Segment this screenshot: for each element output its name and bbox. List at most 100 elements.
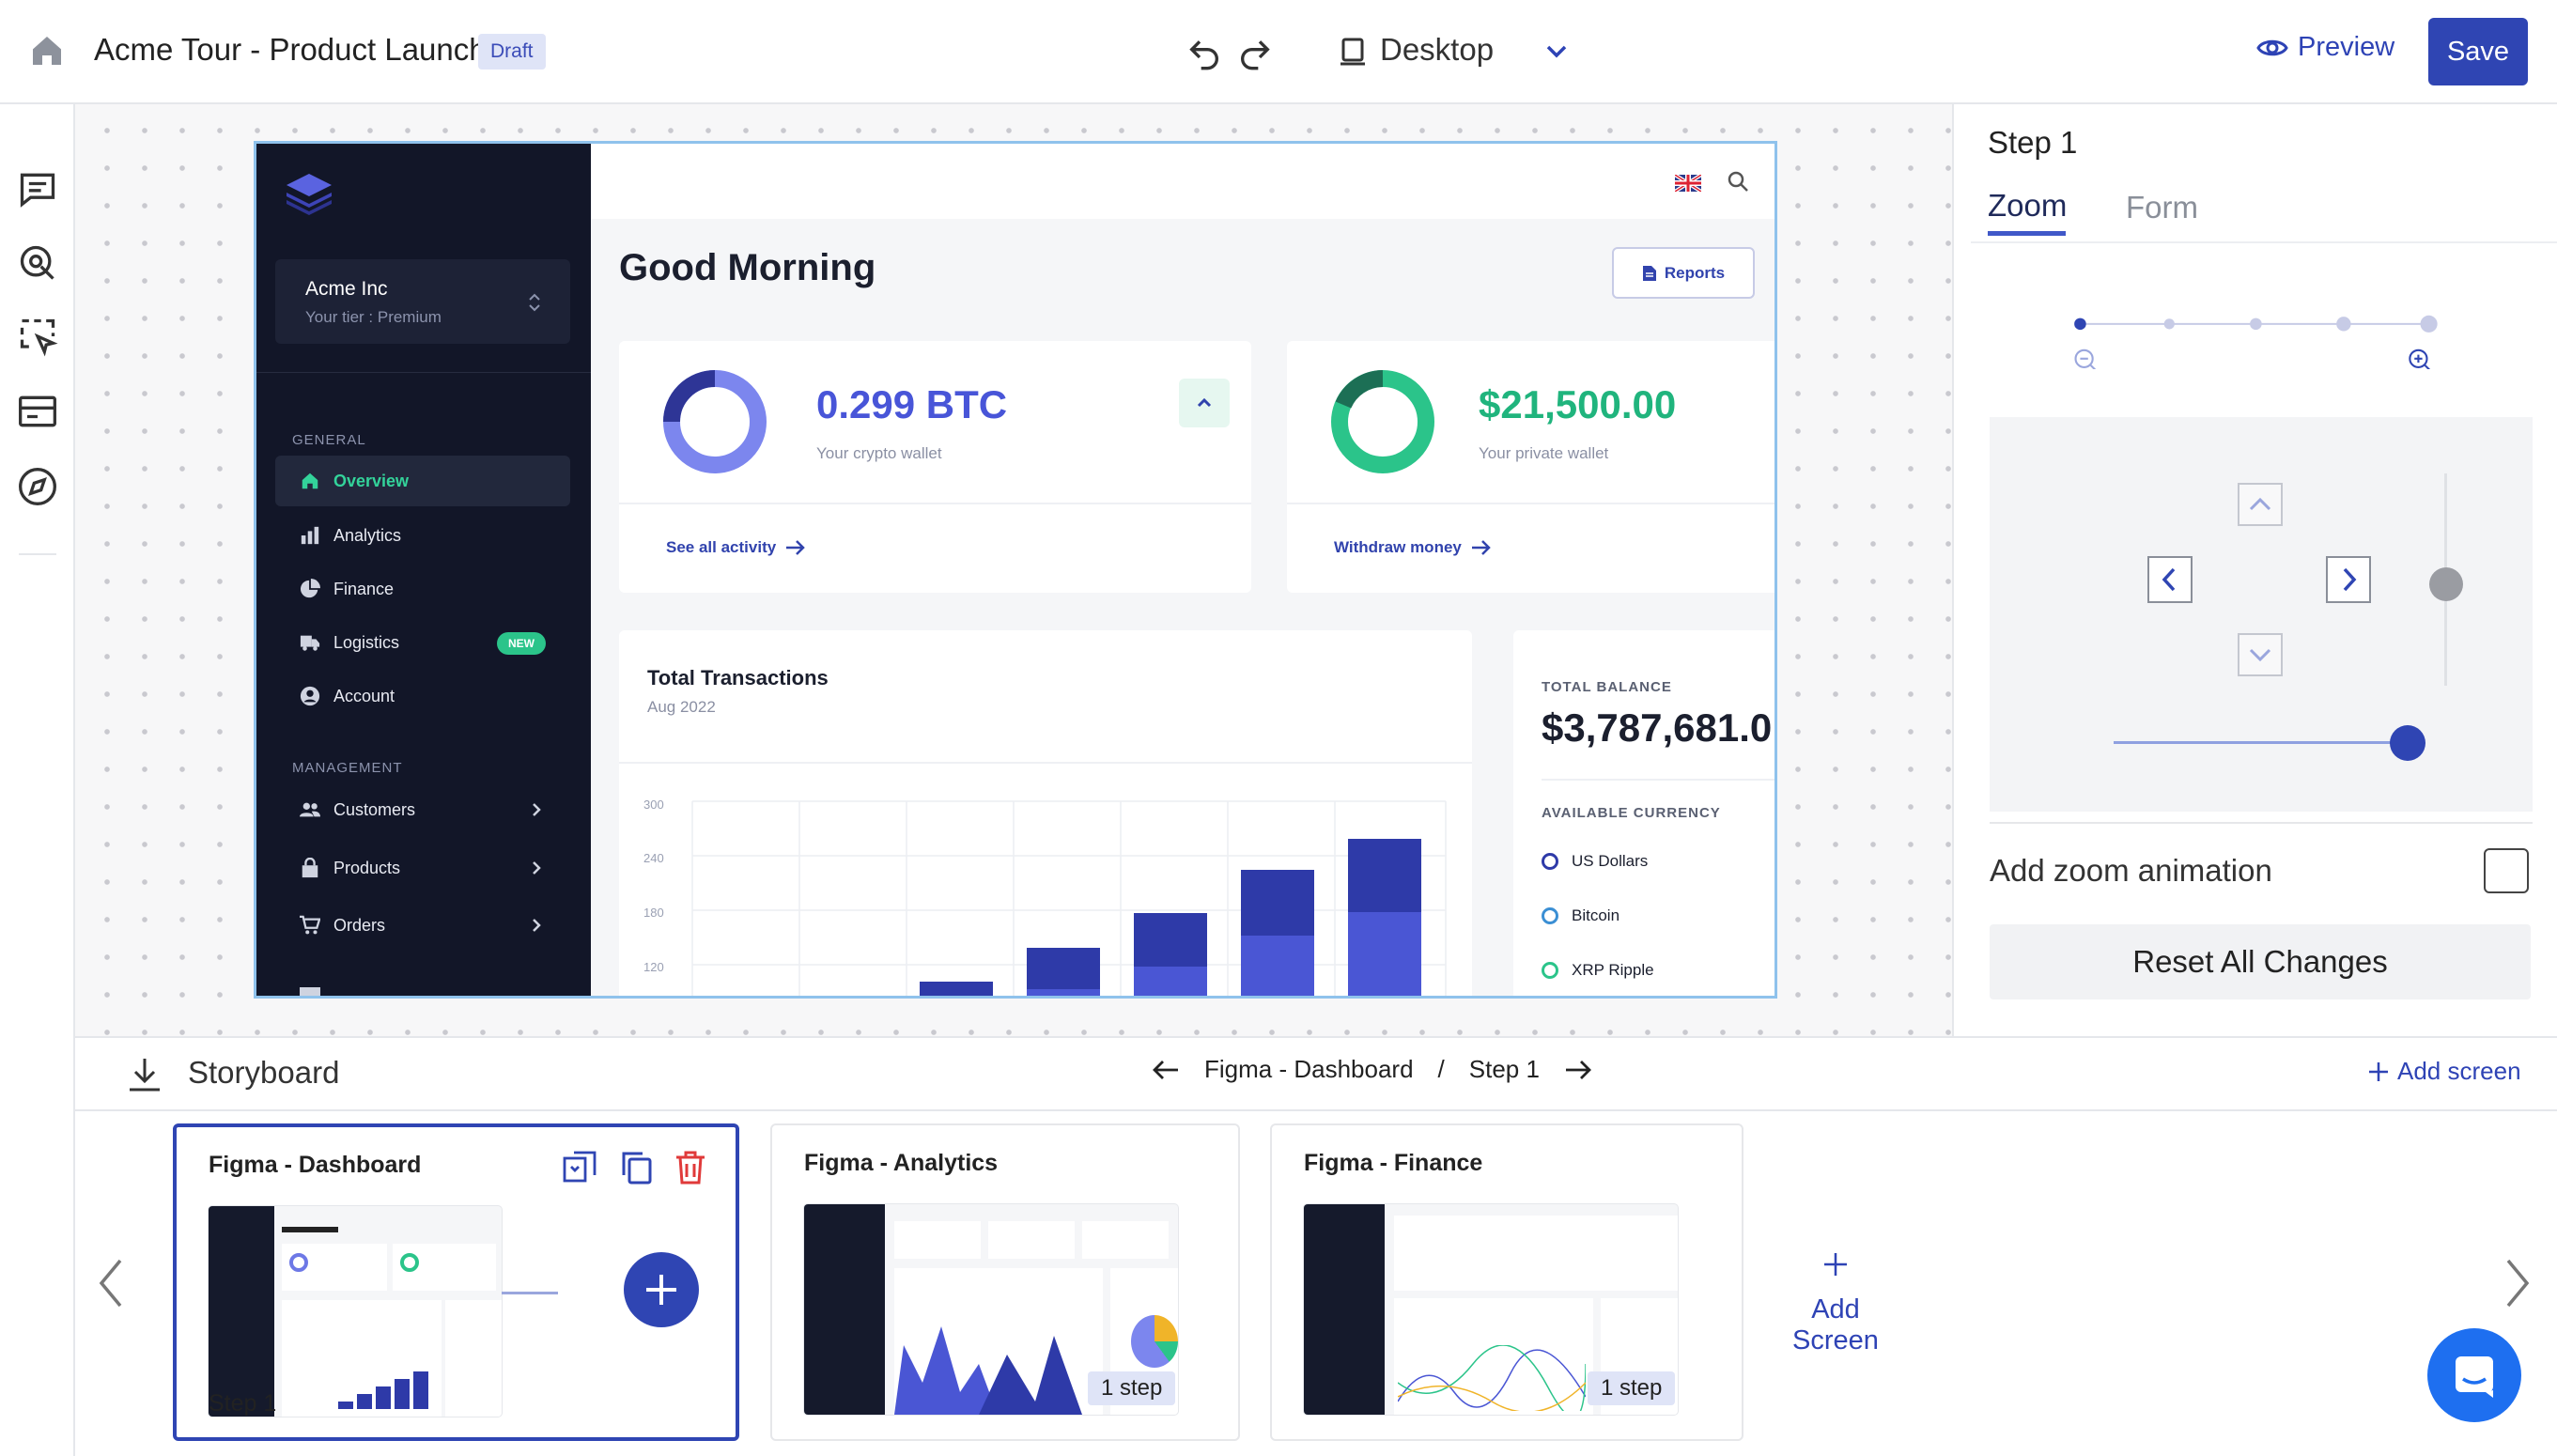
zoom-stop[interactable] bbox=[2336, 317, 2351, 332]
chevron-down-icon bbox=[2249, 648, 2271, 662]
scroll-left-icon[interactable] bbox=[92, 1255, 130, 1311]
duplicate-icon[interactable] bbox=[620, 1150, 654, 1185]
compass-icon[interactable] bbox=[17, 466, 58, 507]
zoom-stop[interactable] bbox=[2250, 318, 2262, 331]
radio-icon bbox=[1542, 853, 1558, 870]
radio-icon bbox=[1542, 962, 1558, 979]
vertical-slider-handle[interactable] bbox=[2429, 567, 2463, 601]
screen-thumbnail bbox=[209, 1206, 502, 1417]
uk-flag-icon[interactable] bbox=[1675, 175, 1701, 192]
zoom-in-icon[interactable] bbox=[2409, 349, 2431, 369]
transactions-chart: 300 240 180 120 bbox=[643, 798, 1447, 996]
add-screen-button[interactable]: Add Screen bbox=[1770, 1247, 1901, 1356]
currency-item[interactable]: US Dollars bbox=[1542, 852, 1648, 871]
breadcrumb-step[interactable]: Step 1 bbox=[1468, 1055, 1540, 1083]
arrow-right-icon bbox=[1471, 540, 1491, 555]
org-name: Acme Inc bbox=[305, 278, 388, 300]
screen-card-finance[interactable]: Figma - Finance 1 step bbox=[1270, 1123, 1743, 1441]
zoom-stop[interactable] bbox=[2420, 315, 2438, 333]
tx-period: Aug 2022 bbox=[647, 698, 716, 716]
pan-right-button[interactable] bbox=[2326, 556, 2371, 603]
cart-icon bbox=[300, 915, 320, 935]
comment-icon[interactable] bbox=[17, 168, 58, 209]
horizontal-slider-handle[interactable] bbox=[2390, 725, 2425, 761]
sidebar-item-overview[interactable]: Overview bbox=[275, 456, 570, 506]
hotspot-icon[interactable] bbox=[17, 242, 58, 284]
zoom-level-slider[interactable] bbox=[1991, 313, 2518, 369]
bag-icon bbox=[302, 858, 318, 878]
home-icon bbox=[302, 472, 318, 489]
sidebar-item-label: Orders bbox=[333, 915, 386, 935]
top-bar: Acme Tour - Product Launch Draft Desktop… bbox=[0, 0, 2557, 104]
sidebar-item-customers[interactable]: Customers bbox=[275, 784, 570, 835]
tab-zoom[interactable]: Zoom bbox=[1988, 188, 2068, 223]
withdraw-money-link[interactable]: Withdraw money bbox=[1334, 538, 1492, 557]
currency-item[interactable]: Bitcoin bbox=[1542, 906, 1619, 925]
pan-left-button[interactable] bbox=[2147, 556, 2193, 603]
screen-card-analytics[interactable]: Figma - Analytics 1 step bbox=[770, 1123, 1240, 1441]
sidebar-item-account[interactable]: Account bbox=[275, 671, 570, 721]
arrow-left-icon[interactable] bbox=[1152, 1059, 1180, 1081]
org-tier: Your tier : Premium bbox=[305, 308, 442, 326]
screen-card-dashboard[interactable]: Figma - Dashboard Step 1 bbox=[173, 1123, 739, 1441]
step-settings-panel: Step 1 Zoom Form Add zoom animation Re bbox=[1952, 104, 2557, 1036]
breadcrumb-screen[interactable]: Figma - Dashboard bbox=[1204, 1055, 1414, 1083]
panel-divider bbox=[1990, 822, 2533, 824]
replace-icon[interactable] bbox=[562, 1150, 597, 1185]
save-button[interactable]: Save bbox=[2428, 18, 2528, 85]
pan-down-button[interactable] bbox=[2238, 633, 2283, 676]
currency-label: Bitcoin bbox=[1572, 906, 1620, 924]
tx-title: Total Transactions bbox=[647, 666, 829, 689]
zoom-stop-active[interactable] bbox=[2074, 318, 2086, 331]
user-circle-icon bbox=[300, 686, 320, 706]
currency-label: US Dollars bbox=[1572, 852, 1649, 870]
see-all-activity-link[interactable]: See all activity bbox=[666, 538, 806, 557]
sidebar-item-orders[interactable]: Orders bbox=[275, 900, 570, 951]
chevron-down-icon[interactable] bbox=[1541, 39, 1573, 64]
chat-launcher-button[interactable] bbox=[2427, 1328, 2521, 1422]
reports-button[interactable]: Reports bbox=[1612, 247, 1755, 299]
bar bbox=[920, 982, 993, 996]
position-pad bbox=[1990, 417, 2533, 812]
zoom-stop[interactable] bbox=[2163, 318, 2175, 330]
pan-up-button[interactable] bbox=[2238, 483, 2283, 526]
sidebar-item-analytics[interactable]: Analytics bbox=[275, 510, 570, 561]
tab-form[interactable]: Form bbox=[2126, 190, 2198, 225]
org-switcher[interactable]: Acme Inc Your tier : Premium bbox=[275, 259, 570, 344]
search-icon[interactable] bbox=[1727, 170, 1749, 193]
redo-icon[interactable] bbox=[1236, 34, 1274, 71]
sidebar-item-finance[interactable]: Finance bbox=[275, 564, 570, 614]
delete-icon[interactable] bbox=[674, 1150, 706, 1185]
zoom-out-icon[interactable] bbox=[2074, 349, 2097, 369]
scroll-right-icon[interactable] bbox=[2499, 1255, 2536, 1311]
arrow-right-icon[interactable] bbox=[1564, 1059, 1592, 1081]
section-general: GENERAL bbox=[292, 432, 366, 448]
screen-card-title: Figma - Analytics bbox=[804, 1150, 999, 1176]
card-icon[interactable] bbox=[17, 391, 58, 432]
plus-icon bbox=[646, 1275, 676, 1305]
sidebar-item-products[interactable]: Products bbox=[275, 843, 570, 893]
sidebar-item-logistics[interactable]: Logistics NEW bbox=[275, 617, 570, 668]
add-step-button[interactable] bbox=[624, 1252, 699, 1327]
preview-button[interactable]: Preview bbox=[2256, 32, 2394, 63]
card-divider bbox=[1287, 503, 1774, 504]
sidebar-divider bbox=[256, 372, 591, 373]
chevron-right-icon bbox=[2343, 567, 2357, 592]
download-icon[interactable] bbox=[128, 1057, 162, 1092]
zoom-animation-checkbox[interactable] bbox=[2484, 848, 2529, 893]
breadcrumb-separator: / bbox=[1437, 1055, 1445, 1083]
selection-icon[interactable] bbox=[17, 316, 58, 357]
home-icon[interactable] bbox=[28, 32, 66, 70]
reset-all-changes-button[interactable]: Reset All Changes bbox=[1990, 924, 2531, 999]
tour-title[interactable]: Acme Tour - Product Launch bbox=[94, 32, 487, 67]
pie-chart-icon bbox=[300, 579, 320, 598]
currency-item[interactable]: XRP Ripple bbox=[1542, 961, 1654, 980]
users-icon bbox=[300, 802, 320, 817]
device-select[interactable]: Desktop bbox=[1380, 32, 1495, 67]
screen-frame[interactable]: Acme Inc Your tier : Premium GENERAL Ove… bbox=[254, 141, 1777, 999]
collapse-button[interactable] bbox=[1179, 379, 1230, 427]
add-screen-link[interactable]: Add screen bbox=[2367, 1057, 2521, 1086]
undo-icon[interactable] bbox=[1186, 34, 1223, 71]
bar-chart-icon bbox=[301, 526, 319, 545]
status-badge: Draft bbox=[478, 34, 546, 70]
